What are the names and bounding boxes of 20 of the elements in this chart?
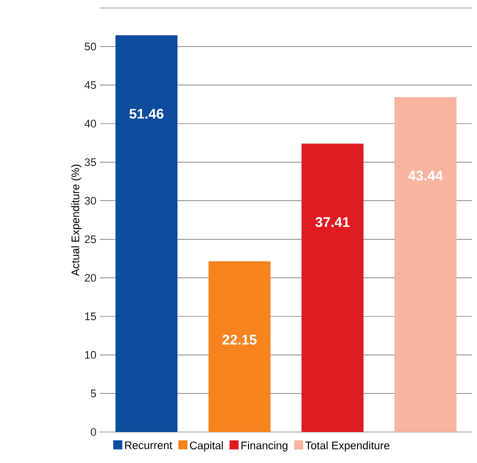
y-tick-label: 25 [84,235,96,244]
y-tick-label: 30 [84,196,96,205]
y-tick-label: 15 [85,312,96,320]
legend-label: Total Expenditure [305,441,390,452]
y-tick-label: 0 [90,428,96,436]
data-label: 22.15 [222,334,257,345]
y-tick-label: 40 [84,120,96,128]
legend-label: Recurrent [125,441,172,450]
y-tick-label: 5 [90,390,96,398]
data-label: 43.44 [408,170,443,181]
y-tick-label: 10 [85,351,96,359]
data-label: 37.41 [315,217,350,228]
legend-label: Capital [190,441,223,452]
y-tick-label: 45 [84,81,96,89]
legend-label: Financing [242,441,288,452]
y-tick-label: 50 [84,42,96,50]
y-tick-label: 35 [84,158,96,166]
y-tick-label: 20 [84,274,96,282]
data-label: 51.46 [129,108,164,119]
y-axis-title: Actual Expenditure (%) [71,164,82,276]
